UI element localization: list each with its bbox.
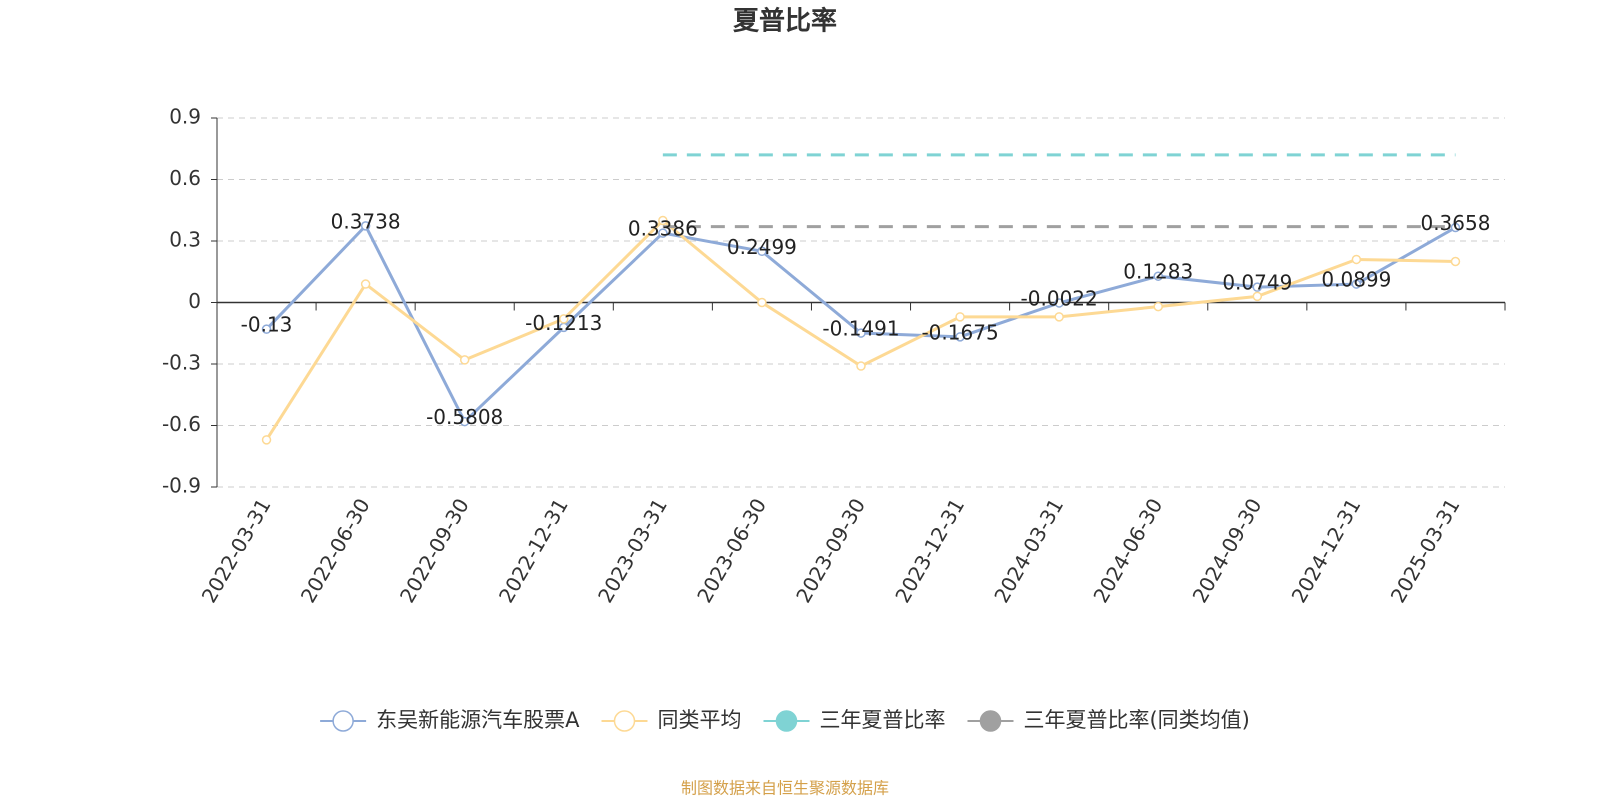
data-label: -0.5808 (426, 405, 503, 429)
data-point (1252, 291, 1263, 302)
data-point (1450, 256, 1461, 267)
data-point (757, 246, 767, 257)
legend-marker (332, 710, 354, 732)
data-point (261, 324, 272, 334)
source-note: 制图数据来自恒生聚源数据库 (681, 779, 889, 798)
data-label: 0.2499 (727, 235, 797, 259)
legend-item: 三年夏普比率(同类均值) (967, 708, 1250, 732)
data-point (658, 215, 668, 226)
data-point (1153, 271, 1163, 281)
y-tick-label: -0.3 (162, 351, 201, 375)
legend-item: 同类平均 (601, 708, 741, 732)
legend-label: 东吴新能源汽车股票A (376, 708, 580, 732)
data-point (856, 328, 866, 338)
data-point (1153, 301, 1163, 312)
x-tick-label: 2024-03-31 (989, 494, 1068, 607)
x-tick-label: 2023-06-30 (692, 494, 771, 607)
x-tick-label: 2024-06-30 (1088, 494, 1167, 607)
legend-marker (979, 710, 1002, 732)
legend: 东吴新能源汽车股票A 同类平均 三年夏普比率 三年夏普比率(同类均值) (320, 708, 1250, 732)
x-tick-label: 2023-09-30 (791, 494, 870, 607)
data-label: 0.3386 (628, 217, 698, 241)
data-label: -0.1213 (525, 311, 602, 335)
data-point (1054, 298, 1064, 308)
data-point (1252, 282, 1263, 292)
data-point (459, 355, 470, 365)
data-point (1351, 279, 1362, 289)
data-point (757, 297, 767, 308)
x-tick-label: 2022-12-31 (494, 494, 573, 607)
chart-title: 夏普比率 (733, 6, 837, 37)
data-point (856, 361, 866, 371)
data-point (559, 314, 569, 324)
data-point (1054, 312, 1064, 322)
data-point (459, 416, 470, 427)
data-label: -0.0022 (1021, 286, 1098, 310)
data-label: 0.1283 (1123, 260, 1193, 284)
data-label: 0.3738 (331, 209, 401, 233)
data-point (658, 228, 668, 238)
data-label: -0.1491 (822, 317, 899, 341)
x-tick-label: 2022-06-30 (296, 494, 375, 607)
y-tick-label: 0.6 (169, 166, 201, 190)
legend-item: 三年夏普比率 (763, 708, 945, 732)
data-label: -0.13 (241, 313, 293, 337)
legend-item: 东吴新能源汽车股票A (320, 708, 580, 732)
x-tick-label: 2024-09-30 (1187, 494, 1266, 607)
x-tick-label: 2024-12-31 (1287, 494, 1366, 607)
x-tick-label: 2023-12-31 (890, 494, 969, 607)
data-label: -0.1675 (921, 320, 998, 344)
data-point (955, 332, 965, 342)
x-tick-label: 2023-03-31 (593, 494, 672, 607)
x-tick-label: 2025-03-31 (1386, 494, 1465, 607)
y-tick-label: 0.3 (169, 228, 201, 252)
x-tick-label: 2022-03-31 (197, 494, 276, 607)
data-point (360, 221, 371, 231)
x-tick-label: 2022-09-30 (395, 494, 474, 607)
legend-label: 三年夏普比率(同类均值) (1023, 708, 1249, 732)
legend-marker (775, 710, 798, 732)
legend-label: 同类平均 (657, 708, 741, 732)
data-label: 0.0899 (1321, 268, 1391, 292)
y-tick-label: 0 (188, 289, 201, 313)
legend-label: 三年夏普比率 (819, 708, 945, 732)
data-label: 0.3658 (1420, 211, 1490, 235)
legend-marker (613, 710, 636, 732)
data-point (261, 435, 272, 445)
data-point (1351, 254, 1362, 265)
data-point (955, 312, 965, 322)
data-point (360, 279, 371, 289)
data-label: 0.0749 (1222, 271, 1292, 295)
y-tick-label: 0.9 (169, 105, 201, 129)
y-tick-label: -0.9 (162, 474, 201, 498)
y-tick-label: -0.6 (162, 412, 201, 436)
